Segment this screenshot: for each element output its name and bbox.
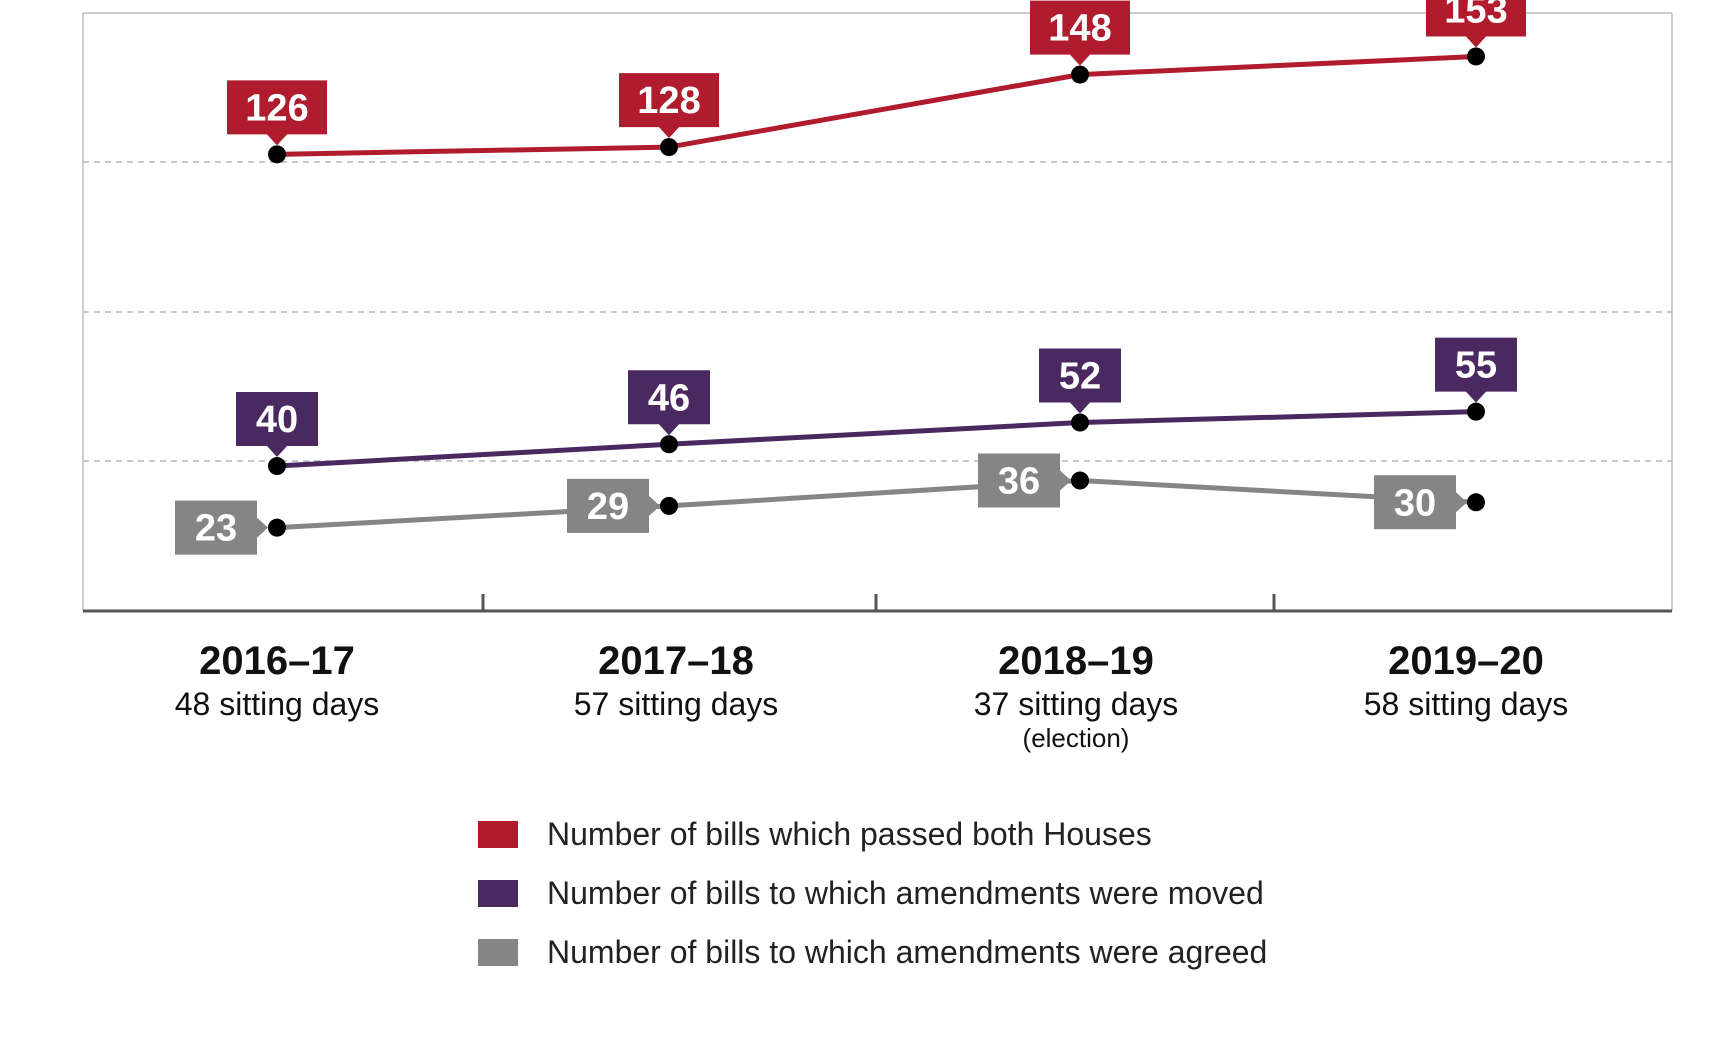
data-point [268, 145, 286, 164]
series-line [276, 478, 1477, 531]
legend-item: Number of bills to which amendments were… [478, 923, 1267, 982]
legend-swatch [478, 880, 518, 907]
data-label: 23 [195, 508, 237, 550]
category-sublabel: 37 sitting days [974, 686, 1179, 722]
data-point [660, 496, 678, 515]
legend-swatch [478, 821, 518, 848]
series: 40 46 52 55 [236, 337, 1517, 476]
data-label: 29 [587, 486, 629, 528]
data-point [1467, 493, 1485, 512]
legend-item: Number of bills which passed both Houses [478, 805, 1267, 864]
data-label: 46 [648, 377, 690, 419]
data-point [268, 518, 286, 537]
series-layer: 126 128 148 153 40 46 52 55 23 29 36 30 [175, 0, 1526, 555]
x-axis [83, 594, 1672, 613]
value-callout [1030, 0, 1130, 66]
legend-label: Number of bills which passed both Houses [547, 816, 1152, 852]
legend-label: Number of bills to which amendments were… [547, 934, 1268, 970]
data-point [1071, 413, 1089, 432]
legend-item: Number of bills to which amendments were… [478, 864, 1267, 923]
category-label: 2018–19 [998, 639, 1154, 683]
category-label: 2017–18 [598, 639, 754, 683]
category-sublabel: 58 sitting days [1364, 686, 1569, 722]
value-callout [1039, 348, 1121, 414]
legend-label: Number of bills to which amendments were… [547, 875, 1264, 911]
data-point [268, 457, 286, 476]
data-point [1467, 402, 1485, 421]
data-label: 148 [1048, 8, 1111, 50]
legend: Number of bills which passed both Houses… [478, 805, 1267, 982]
series: 126 128 148 153 [227, 0, 1526, 164]
value-callout [1435, 337, 1517, 403]
data-point [660, 435, 678, 454]
category-label: 2016–17 [199, 639, 355, 683]
value-callout [175, 500, 268, 555]
data-label: 40 [256, 399, 298, 441]
value-callout [1374, 475, 1467, 530]
data-point [1071, 65, 1089, 84]
data-label: 55 [1455, 345, 1497, 387]
data-point [1071, 471, 1089, 490]
data-label: 128 [637, 80, 700, 122]
x-axis-ticks [481, 594, 1276, 611]
category-label: 2019–20 [1388, 639, 1544, 683]
data-point [1467, 47, 1485, 66]
data-label: 153 [1444, 0, 1507, 31]
data-label: 52 [1059, 356, 1101, 398]
value-callout [1426, 0, 1526, 48]
data-label: 30 [1394, 482, 1436, 524]
gridlines [83, 161, 1672, 462]
series: 23 29 36 30 [175, 453, 1485, 555]
value-callout [978, 453, 1071, 508]
legend-swatch [478, 939, 518, 966]
series-line [276, 53, 1477, 157]
data-label: 126 [245, 87, 308, 129]
series-line [276, 409, 1477, 469]
data-point [660, 138, 678, 157]
category-sublabel: 48 sitting days [175, 686, 380, 722]
value-callout [628, 370, 710, 436]
value-callout [619, 73, 719, 139]
data-label: 36 [998, 461, 1040, 503]
value-callout [227, 80, 327, 146]
category-note: (election) [1023, 723, 1130, 753]
value-callout [567, 478, 660, 533]
category-sublabel: 57 sitting days [574, 686, 779, 722]
value-callout [236, 392, 318, 458]
